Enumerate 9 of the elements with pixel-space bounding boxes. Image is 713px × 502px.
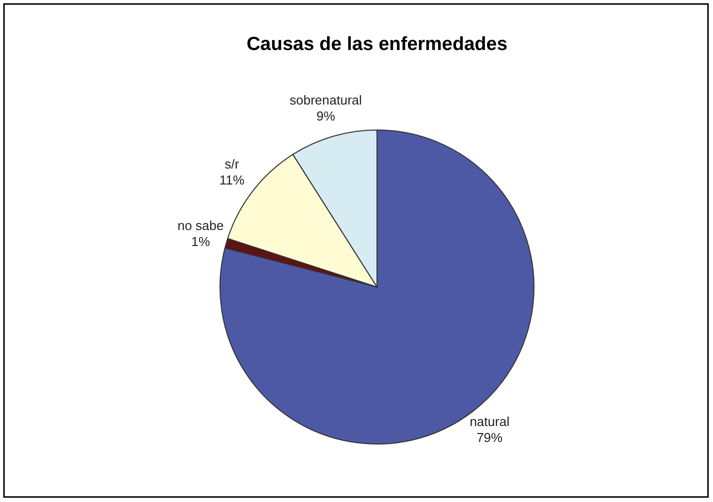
- slice-label: sobrenatural: [290, 92, 362, 108]
- slice-label: natural: [470, 414, 510, 430]
- slice-label: s/r: [224, 156, 240, 172]
- slice-label: no sabe: [177, 218, 224, 233]
- data-label: 1%: [191, 234, 210, 249]
- chart-title: Causas de las enfermedades: [246, 34, 508, 55]
- data-label: 79%: [476, 430, 504, 446]
- data-label: 11%: [219, 172, 245, 188]
- data-label: 9%: [316, 108, 336, 124]
